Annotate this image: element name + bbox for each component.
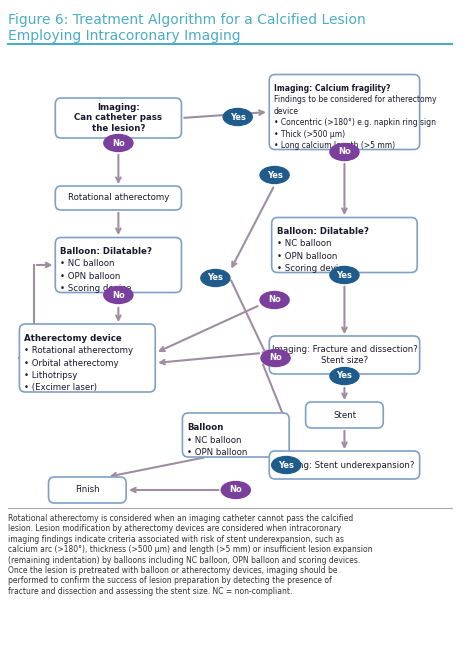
Ellipse shape <box>260 292 289 309</box>
FancyBboxPatch shape <box>55 186 182 210</box>
Text: Rotational atherectomy: Rotational atherectomy <box>68 193 169 202</box>
Text: Yes: Yes <box>337 372 352 380</box>
Text: • Rotational atherectomy: • Rotational atherectomy <box>24 346 133 355</box>
Ellipse shape <box>330 368 359 385</box>
Text: Yes: Yes <box>230 113 246 122</box>
Text: Yes: Yes <box>337 271 352 279</box>
Text: Imaging:
Can catheter pass
the lesion?: Imaging: Can catheter pass the lesion? <box>74 103 163 133</box>
Text: • Concentric (>180°) e.g. napkin ring sign: • Concentric (>180°) e.g. napkin ring si… <box>274 118 436 128</box>
Text: Imaging: Fracture and dissection?
Stent size?: Imaging: Fracture and dissection? Stent … <box>272 345 417 365</box>
Text: Imaging: Stent underexpansion?: Imaging: Stent underexpansion? <box>274 460 415 469</box>
Text: Findings to be considered for atherectomy: Findings to be considered for atherectom… <box>274 95 437 104</box>
Text: • NC balloon: • NC balloon <box>276 240 331 249</box>
Text: • (Excimer laser): • (Excimer laser) <box>24 383 97 393</box>
FancyBboxPatch shape <box>269 336 419 374</box>
Ellipse shape <box>261 350 290 367</box>
Ellipse shape <box>223 109 252 126</box>
Text: Stent: Stent <box>333 411 356 419</box>
Text: Balloon: Dilatable?: Balloon: Dilatable? <box>60 247 152 256</box>
Text: No: No <box>229 486 242 495</box>
Ellipse shape <box>104 286 133 303</box>
FancyBboxPatch shape <box>55 98 182 138</box>
FancyBboxPatch shape <box>55 238 182 292</box>
Text: • Long calcium length (>5 mm): • Long calcium length (>5 mm) <box>274 141 395 150</box>
Text: • Scoring device: • Scoring device <box>60 284 131 293</box>
FancyBboxPatch shape <box>182 413 289 457</box>
Text: No: No <box>269 353 282 363</box>
Text: Yes: Yes <box>208 273 223 283</box>
Text: Figure 6: Treatment Algorithm for a Calcified Lesion
Employing Intracoronary Ima: Figure 6: Treatment Algorithm for a Calc… <box>8 13 365 43</box>
Ellipse shape <box>221 482 250 499</box>
Text: No: No <box>338 148 351 156</box>
Text: • NC balloon: • NC balloon <box>187 436 242 445</box>
Text: device: device <box>274 107 299 116</box>
Ellipse shape <box>104 135 133 152</box>
Text: No: No <box>112 139 125 148</box>
FancyBboxPatch shape <box>272 217 417 273</box>
Text: • Orbital atherectomy: • Orbital atherectomy <box>24 359 119 368</box>
FancyBboxPatch shape <box>48 477 126 503</box>
Text: • OPN balloon: • OPN balloon <box>276 252 337 260</box>
Ellipse shape <box>201 270 230 286</box>
FancyBboxPatch shape <box>269 451 419 479</box>
Text: Finish: Finish <box>75 486 100 495</box>
Text: Imaging: Calcium fragility?: Imaging: Calcium fragility? <box>274 84 391 92</box>
Text: • OPN balloon: • OPN balloon <box>187 448 247 457</box>
Text: Rotational atherectomy is considered when an imaging catheter cannot pass the ca: Rotational atherectomy is considered whe… <box>8 514 372 596</box>
Text: Yes: Yes <box>267 171 283 180</box>
Text: • Thick (>500 μm): • Thick (>500 μm) <box>274 130 345 139</box>
FancyBboxPatch shape <box>306 402 383 428</box>
Text: Balloon: Balloon <box>187 423 224 432</box>
Ellipse shape <box>330 143 359 161</box>
Text: No: No <box>268 296 281 305</box>
Ellipse shape <box>330 266 359 283</box>
Text: Atherectomy device: Atherectomy device <box>24 334 122 343</box>
FancyBboxPatch shape <box>19 324 155 392</box>
Text: • Scoring device: • Scoring device <box>276 264 348 273</box>
Text: • OPN balloon: • OPN balloon <box>60 271 120 281</box>
Text: Yes: Yes <box>278 460 294 469</box>
FancyBboxPatch shape <box>269 74 419 150</box>
Ellipse shape <box>272 456 301 473</box>
Text: • Lithotripsy: • Lithotripsy <box>24 371 78 380</box>
Ellipse shape <box>260 167 289 184</box>
Text: • NC balloon: • NC balloon <box>60 260 115 268</box>
Text: Balloon: Dilatable?: Balloon: Dilatable? <box>276 227 368 236</box>
Text: No: No <box>112 290 125 299</box>
